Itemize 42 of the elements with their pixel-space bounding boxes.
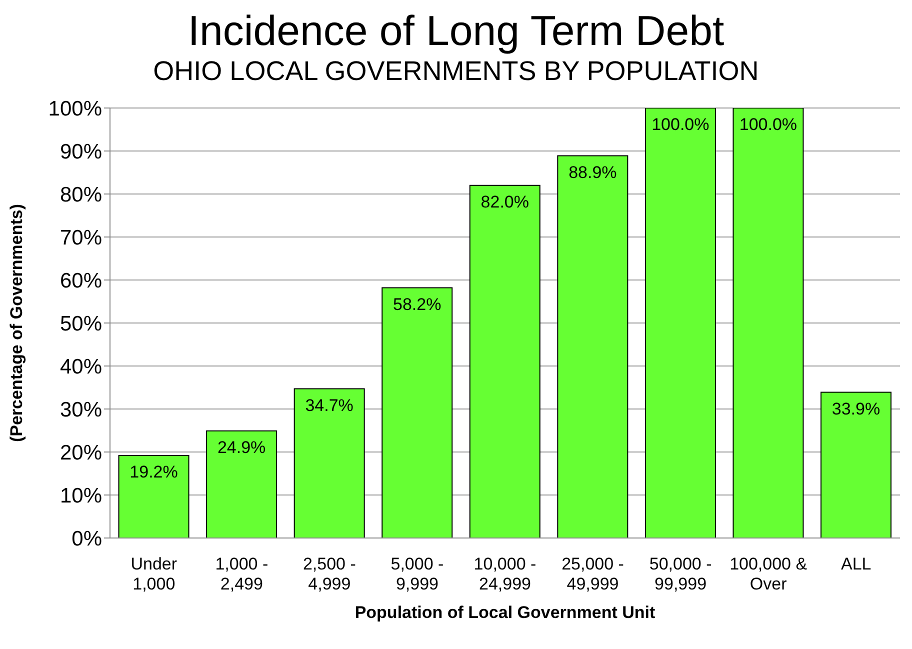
x-tick-label: ALL — [840, 554, 872, 574]
y-tick-label: 30% — [60, 398, 102, 422]
x-tick-label: 5,000 - 9,999 — [390, 554, 444, 594]
x-tick-label: 25,000 - 49,999 — [562, 554, 624, 594]
bar — [644, 108, 716, 538]
x-tick-label: 1,000 - 2,499 — [215, 554, 268, 594]
bar — [206, 430, 278, 538]
bar — [118, 454, 190, 538]
x-tick-label: 2,500 - 4,999 — [302, 554, 356, 594]
data-label: 19.2% — [130, 462, 178, 482]
data-label: 82.0% — [480, 192, 529, 212]
data-label: 34.7% — [305, 396, 354, 415]
data-label: 24.9% — [217, 438, 266, 457]
x-tick-label: 10,000 - 24,999 — [474, 554, 536, 594]
y-tick-label: 60% — [60, 269, 102, 292]
y-tick-label: 100% — [48, 97, 102, 120]
x-tick-label: 100,000 & Over — [730, 554, 808, 594]
data-label: 100.0% — [652, 115, 710, 134]
data-label: 88.9% — [568, 162, 617, 182]
x-axis-title: Population of Local Government Unit — [354, 603, 656, 622]
y-tick-label: 80% — [60, 183, 102, 206]
chart-title: Incidence of Long Term Debt — [186, 7, 726, 54]
y-tick-label: 40% — [60, 355, 102, 378]
bar — [820, 392, 892, 538]
bar — [557, 155, 628, 538]
data-label: 58.2% — [393, 294, 442, 314]
y-tick-label: 0% — [72, 527, 102, 550]
y-tick-label: 70% — [60, 226, 102, 250]
x-tick-label: 50,000 - 99,999 — [649, 554, 712, 594]
bar — [294, 388, 365, 538]
y-tick-label: 50% — [60, 312, 102, 336]
data-label: 33.9% — [832, 399, 880, 418]
y-axis-title: (Percentage of Governments) — [7, 204, 26, 442]
y-tick-label: 90% — [60, 140, 102, 164]
data-label: 100.0% — [739, 115, 798, 134]
bar — [382, 287, 453, 538]
x-tick-label: Under 1,000 — [130, 554, 178, 594]
chart-subtitle: OHIO LOCAL GOVERNMENTS BY POPULATION — [152, 55, 760, 88]
y-tick-label: 20% — [60, 441, 102, 464]
y-tick-label: 10% — [60, 484, 102, 508]
bar — [469, 184, 540, 538]
bar — [732, 108, 804, 538]
